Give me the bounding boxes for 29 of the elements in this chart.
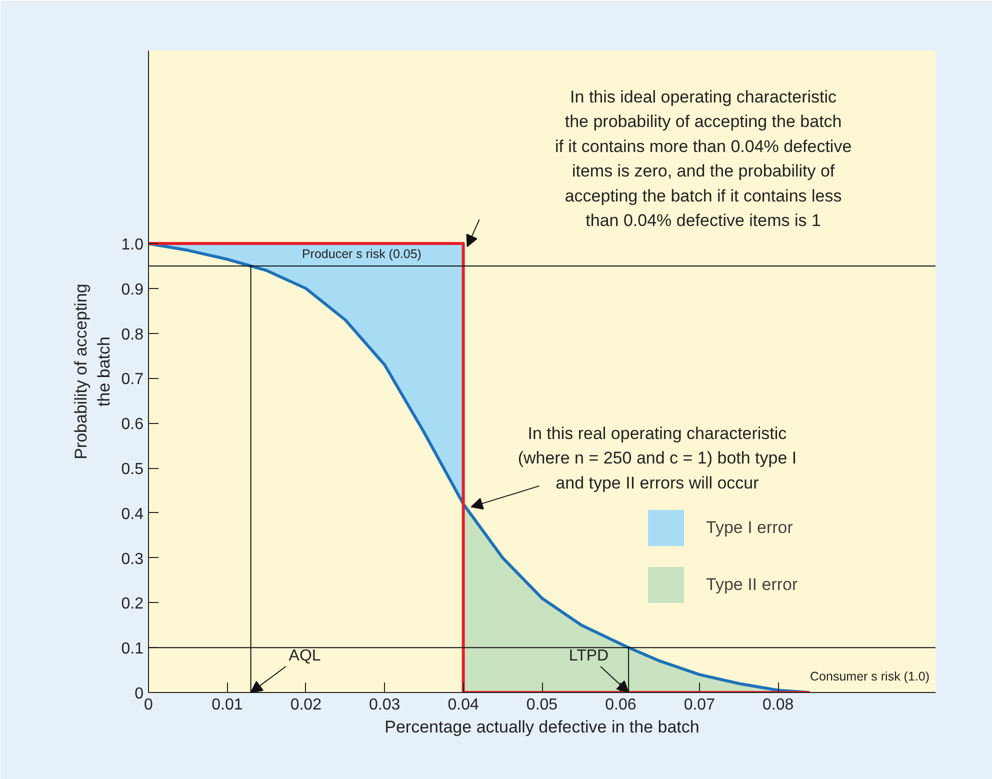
y-tick-label: 0.1 <box>121 640 144 658</box>
x-tick-label: 0.08 <box>762 696 794 714</box>
x-tick-label: 0.07 <box>684 696 716 714</box>
ref-line-label: LTPD <box>568 648 609 664</box>
annotation: In this ideal operating characteristic the probability of accepting the batch if it contains more than 0.04% defective items is zero, and the probability of accepting the batch if it contains less than 0.04% defective items is 1 <box>554 88 852 230</box>
y-tick-label: 0.3 <box>121 550 144 568</box>
x-axis-title: Percentage actually defective in the batch <box>384 718 700 736</box>
y-tick-label: 0.8 <box>121 326 144 344</box>
x-tick-label: 0.06 <box>605 696 636 714</box>
legend-label: Type II error <box>706 574 798 594</box>
y-tick-label: 0.6 <box>121 416 144 434</box>
ref-line-label: Producer s risk (0.05) <box>302 246 422 261</box>
y-axis-title: Probability of accepting the batch <box>71 284 114 460</box>
y-tick-label: 0.5 <box>121 461 144 478</box>
y-tick-label: 1.0 <box>121 236 144 254</box>
legend-label: Type I error <box>706 518 793 538</box>
x-tick-label: 0.02 <box>290 696 322 714</box>
y-tick-label: 0 <box>134 686 144 702</box>
annotation: In this real operating characteristic (where n = 250 and c = 1) both type I and type II errors will occur <box>518 424 797 492</box>
y-tick-label: 0.4 <box>121 506 144 523</box>
y-tick-label: 0.7 <box>121 371 144 388</box>
x-tick-label: 0.01 <box>212 696 243 714</box>
x-tick-label: 0.05 <box>526 696 558 714</box>
ref-line-label: Consumer s risk (1.0) <box>810 670 930 684</box>
x-tick-label: 0.04 <box>448 696 479 714</box>
y-tick-label: 0.2 <box>121 596 144 613</box>
ref-line-label: AQL <box>288 648 321 664</box>
y-tick-label: 0.9 <box>121 281 144 298</box>
x-tick-label: 0.03 <box>369 696 400 714</box>
